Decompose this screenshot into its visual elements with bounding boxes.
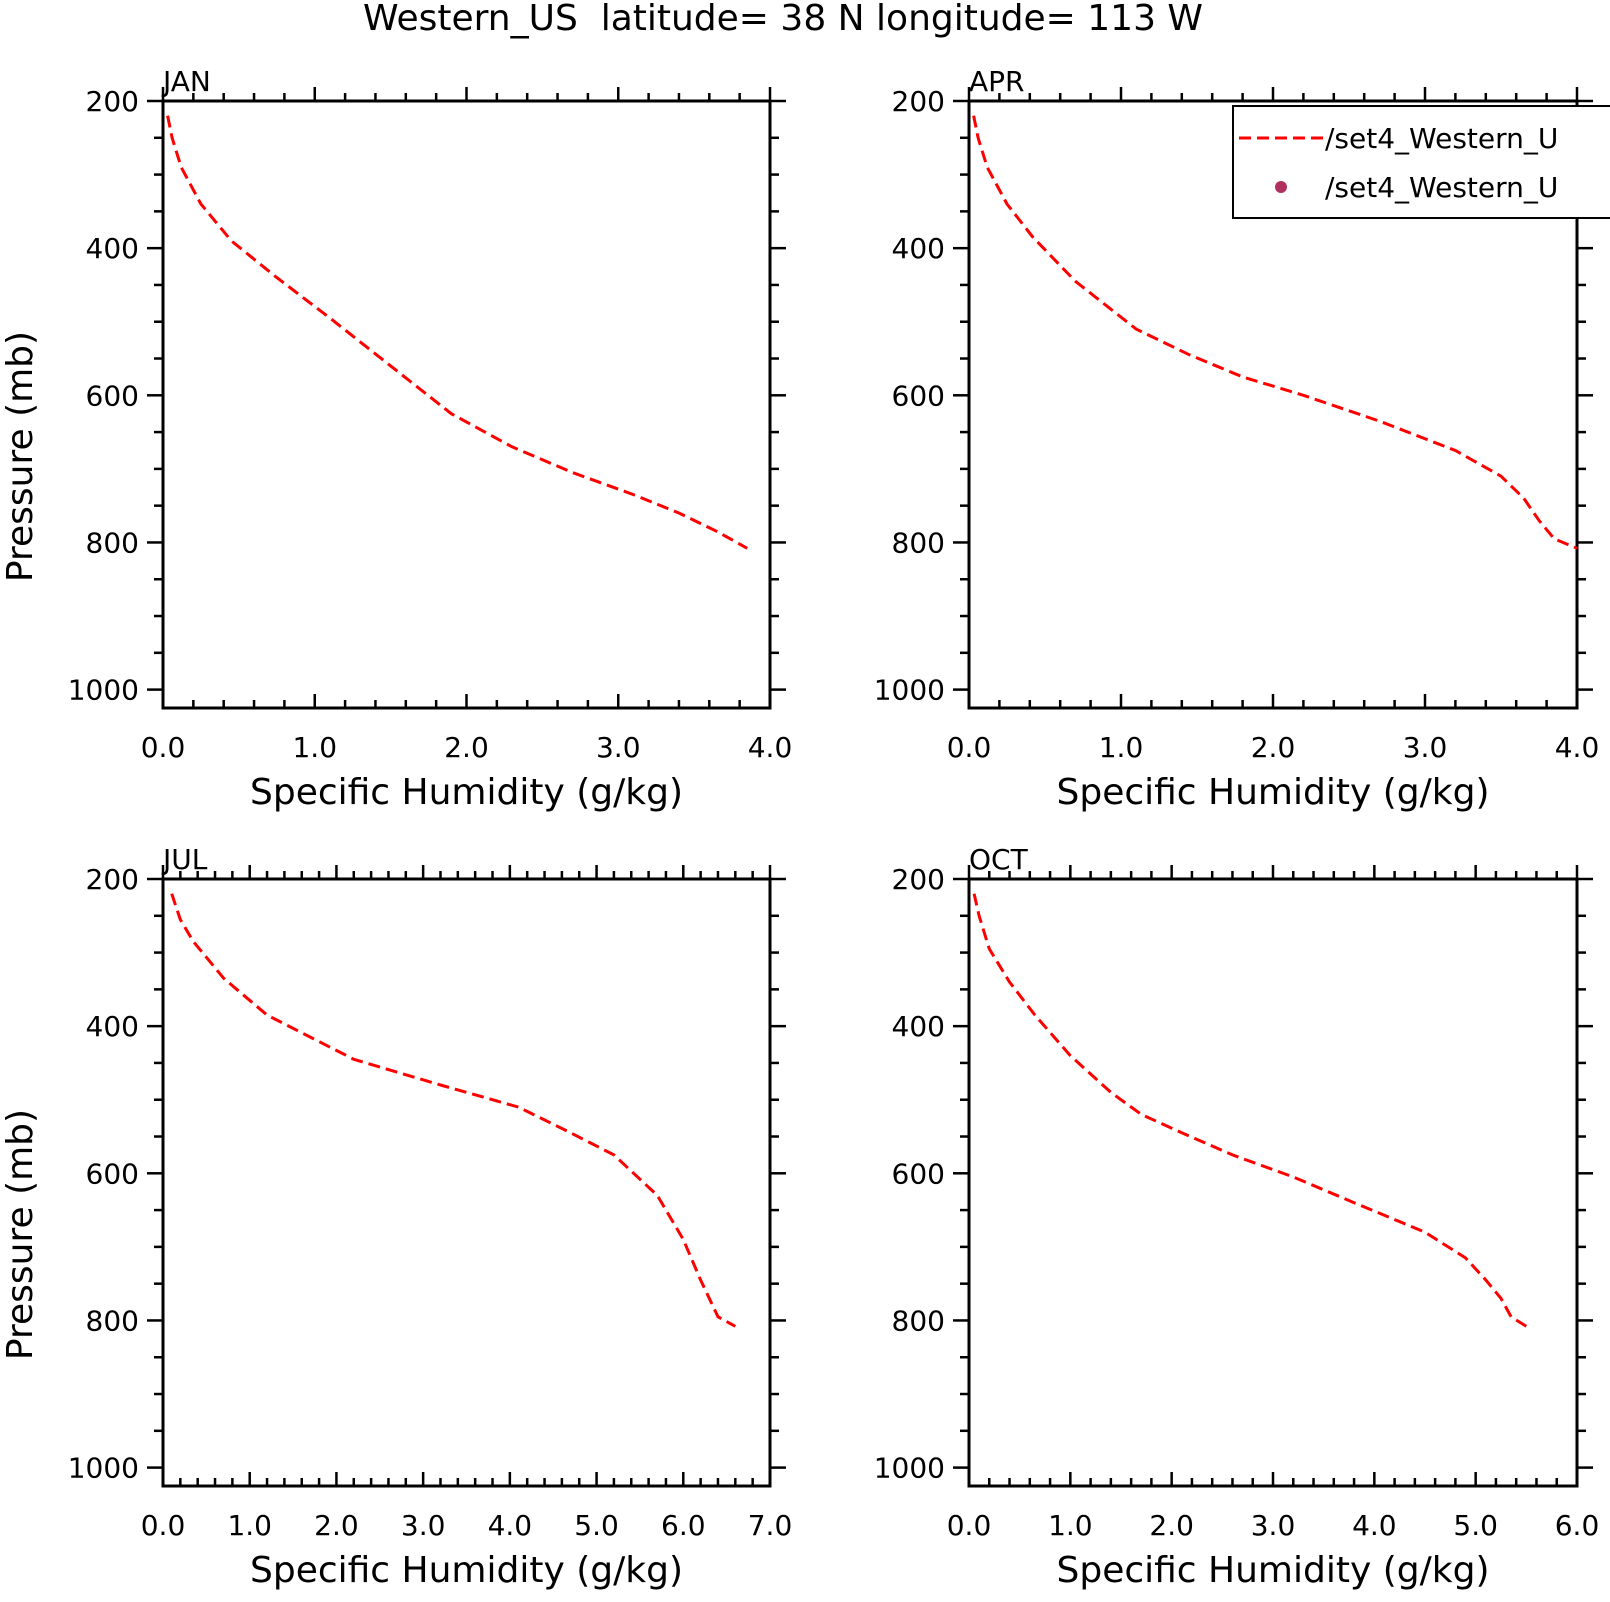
x-tick-label: 6.0 xyxy=(661,1509,706,1542)
x-tick-label: 2.0 xyxy=(444,731,489,764)
x-tick-label: 2.0 xyxy=(314,1509,359,1542)
x-tick-label: 6.0 xyxy=(1555,1509,1600,1542)
x-tick-label: 0.0 xyxy=(947,1509,992,1542)
x-tick-label: 0.0 xyxy=(141,731,186,764)
y-tick-label: 200 xyxy=(86,85,139,118)
x-tick-label: 3.0 xyxy=(401,1509,446,1542)
x-axis-label: Specific Humidity (g/kg) xyxy=(1056,772,1489,813)
x-axis-label: Specific Humidity (g/kg) xyxy=(250,772,683,813)
plot-frame xyxy=(967,877,1579,1488)
plot-frame xyxy=(161,877,772,1488)
y-tick-label: 600 xyxy=(86,1157,139,1190)
x-tick-label: 7.0 xyxy=(748,1509,793,1542)
y-tick-label: 200 xyxy=(892,863,945,896)
y-tick-label: 200 xyxy=(86,863,139,896)
legend: /set4_Western_U/set4_Western_U xyxy=(1232,105,1610,219)
y-tick-label: 600 xyxy=(86,379,139,412)
x-tick-label: 4.0 xyxy=(488,1509,533,1542)
y-tick-label: 800 xyxy=(86,526,139,559)
y-tick-label: 800 xyxy=(86,1304,139,1337)
x-tick-label: 5.0 xyxy=(1453,1509,1498,1542)
y-tick-label: 200 xyxy=(892,85,945,118)
x-axis-label: Specific Humidity (g/kg) xyxy=(250,1550,683,1591)
legend-dot-swatch xyxy=(1275,181,1287,193)
legend-box xyxy=(1232,105,1610,219)
x-tick-label: 1.0 xyxy=(292,731,337,764)
panel-title: OCT xyxy=(969,843,1029,876)
panel-title: APR xyxy=(969,65,1025,98)
y-tick-label: 600 xyxy=(892,379,945,412)
y-tick-label: 1000 xyxy=(68,1452,139,1485)
y-axis-label: Pressure (mb) xyxy=(0,1109,41,1360)
y-tick-label: 1000 xyxy=(874,674,945,707)
legend-entry-label: /set4_Western_U xyxy=(1325,171,1558,204)
panel-title: JAN xyxy=(161,65,211,98)
x-tick-label: 3.0 xyxy=(1251,1509,1296,1542)
y-tick-label: 400 xyxy=(86,1010,139,1043)
x-tick-label: 1.0 xyxy=(1099,731,1144,764)
y-tick-label: 400 xyxy=(892,1010,945,1043)
x-tick-label: 4.0 xyxy=(1352,1509,1397,1542)
y-axis-label: Pressure (mb) xyxy=(0,331,41,582)
x-tick-label: 2.0 xyxy=(1149,1509,1194,1542)
x-tick-label: 1.0 xyxy=(227,1509,272,1542)
plot-frame xyxy=(161,99,772,710)
x-tick-label: 1.0 xyxy=(1048,1509,1093,1542)
y-tick-label: 1000 xyxy=(874,1452,945,1485)
y-tick-label: 600 xyxy=(892,1157,945,1190)
y-tick-label: 400 xyxy=(86,232,139,265)
series-line xyxy=(972,115,1578,550)
x-tick-label: 2.0 xyxy=(1251,731,1296,764)
y-tick-label: 1000 xyxy=(68,674,139,707)
x-tick-label: 4.0 xyxy=(748,731,793,764)
series-line xyxy=(170,893,737,1328)
x-tick-label: 4.0 xyxy=(1555,731,1600,764)
y-tick-label: 800 xyxy=(892,1304,945,1337)
series-line xyxy=(972,893,1528,1328)
x-tick-label: 0.0 xyxy=(141,1509,186,1542)
panel-title: JUL xyxy=(161,843,208,876)
x-tick-label: 0.0 xyxy=(947,731,992,764)
y-tick-label: 800 xyxy=(892,526,945,559)
series-line xyxy=(166,115,748,550)
x-tick-label: 3.0 xyxy=(1403,731,1448,764)
x-tick-label: 5.0 xyxy=(574,1509,619,1542)
x-tick-label: 3.0 xyxy=(596,731,641,764)
y-tick-label: 400 xyxy=(892,232,945,265)
legend-entry-label: /set4_Western_U xyxy=(1325,122,1558,155)
figure-title: Western_US latitude= 38 N longitude= 113… xyxy=(363,0,1203,39)
x-axis-label: Specific Humidity (g/kg) xyxy=(1056,1550,1489,1591)
